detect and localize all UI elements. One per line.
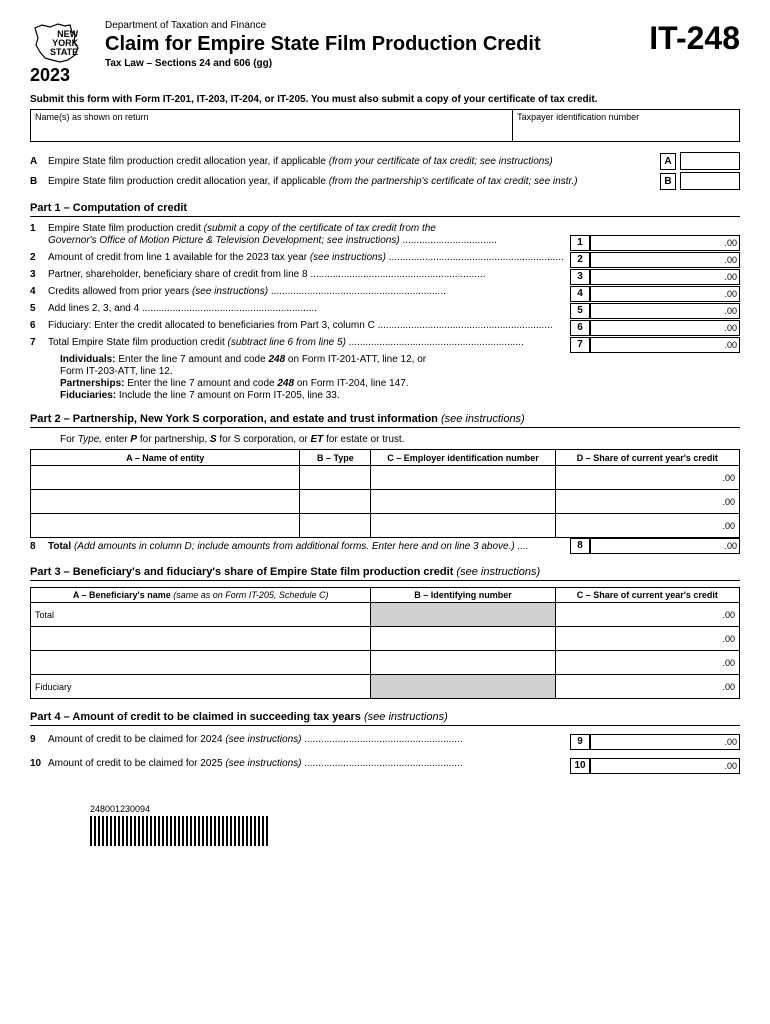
p2-r3-c[interactable] [371, 514, 555, 538]
line5-amount[interactable]: .00 [590, 303, 740, 319]
allocation-row-b: B Empire State film production credit al… [30, 172, 740, 190]
part1-title: Part 1 – Computation of credit [30, 202, 740, 217]
alloc-b-box-label: B [660, 173, 676, 190]
line9-amount[interactable]: .00 [590, 734, 740, 750]
alloc-a-box-label: A [660, 153, 676, 170]
line-1: 1Empire State film production credit (su… [30, 223, 740, 234]
barcode-icon [90, 816, 270, 846]
part4-title: Part 4 – Amount of credit to be claimed … [30, 711, 740, 726]
line6-amount[interactable]: .00 [590, 320, 740, 336]
alloc-a-label: A [30, 156, 44, 167]
p3-fiduciary-label: Fiduciary [31, 675, 371, 699]
line-2: 2Amount of credit from line 1 available … [30, 252, 740, 268]
p3-total-id [371, 603, 555, 627]
alloc-b-text: Empire State film production credit allo… [48, 176, 656, 187]
allocation-row-a: A Empire State film production credit al… [30, 152, 740, 170]
p3-header-c: C – Share of current year's credit [555, 588, 739, 603]
p2-r1-c[interactable] [371, 466, 555, 490]
tax-law: Tax Law – Sections 24 and 606 (gg) [105, 58, 634, 69]
barcode-number: 248001230094 [90, 804, 740, 814]
p3-r2-a[interactable] [31, 651, 371, 675]
names-field[interactable]: Name(s) as shown on return [31, 110, 513, 142]
line3-amount[interactable]: .00 [590, 269, 740, 285]
p3-total-share[interactable]: .00 [555, 603, 739, 627]
part2-table: A – Name of entity B – Type C – Employer… [30, 449, 740, 538]
p3-header-b: B – Identifying number [371, 588, 555, 603]
p2-r2-d[interactable]: .00 [555, 490, 739, 514]
part3-table: A – Beneficiary's name (same as on Form … [30, 587, 740, 699]
p3-total-label: Total [31, 603, 371, 627]
part1-instr-partnerships: Partnerships: Enter the line 7 amount an… [30, 378, 740, 389]
submit-instruction: Submit this form with Form IT-201, IT-20… [30, 94, 740, 105]
line8-amount[interactable]: .00 [590, 538, 740, 554]
alloc-a-input[interactable] [680, 152, 740, 170]
form-title: Claim for Empire State Film Production C… [105, 33, 634, 56]
p3-fiduciary-share[interactable]: .00 [555, 675, 739, 699]
p3-fiduciary-id [371, 675, 555, 699]
line-9: 9 Amount of credit to be claimed for 202… [30, 734, 740, 750]
part1-instr-individuals: Individuals: Enter the line 7 amount and… [30, 354, 740, 365]
alloc-a-text: Empire State film production credit allo… [48, 156, 656, 167]
p3-header-a: A – Beneficiary's name (same as on Form … [31, 588, 371, 603]
line2-amount[interactable]: .00 [590, 252, 740, 268]
p2-r3-b[interactable] [300, 514, 371, 538]
p2-r1-b[interactable] [300, 466, 371, 490]
part2-title: Part 2 – Partnership, New York S corpora… [30, 413, 740, 428]
line4-amount[interactable]: .00 [590, 286, 740, 302]
p2-r2-b[interactable] [300, 490, 371, 514]
p2-r1-a[interactable] [31, 466, 300, 490]
p3-r1-c[interactable]: .00 [555, 627, 739, 651]
p2-r2-a[interactable] [31, 490, 300, 514]
p3-r2-c[interactable]: .00 [555, 651, 739, 675]
part1-instr-fiduciaries: Fiduciaries: Include the line 7 amount o… [30, 390, 740, 401]
part1-instr-individuals2: Form IT-203-ATT, line 12. [30, 366, 740, 377]
state-logo: NEW YORK STATE 2023 [30, 20, 90, 86]
line10-amount[interactable]: .00 [590, 758, 740, 774]
p2-header-a: A – Name of entity [31, 450, 300, 466]
line-3: 3Partner, shareholder, beneficiary share… [30, 269, 740, 285]
name-tin-table: Name(s) as shown on return Taxpayer iden… [30, 109, 740, 142]
line7-amount[interactable]: .00 [590, 337, 740, 353]
state-text-3: STATE [50, 48, 78, 57]
part2-total-row: 8 Total (Add amounts in column D; includ… [30, 538, 740, 554]
p2-header-c: C – Employer identification number [371, 450, 555, 466]
alloc-b-input[interactable] [680, 172, 740, 190]
line1-amount[interactable]: .00 [590, 235, 740, 251]
form-number: IT-248 [649, 20, 740, 57]
line-10: 10 Amount of credit to be claimed for 20… [30, 758, 740, 774]
p3-r1-a[interactable] [31, 627, 371, 651]
title-block: Department of Taxation and Finance Claim… [105, 20, 634, 69]
line-7: 7Total Empire State film production cred… [30, 337, 740, 353]
part2-subtitle: For Type, enter P for partnership, S for… [30, 434, 740, 445]
p2-r1-d[interactable]: .00 [555, 466, 739, 490]
line-1-cont: Governor's Office of Motion Picture & Te… [30, 235, 740, 251]
form-year: 2023 [30, 65, 70, 86]
line-6: 6Fiduciary: Enter the credit allocated t… [30, 320, 740, 336]
part3-title: Part 3 – Beneficiary's and fiduciary's s… [30, 566, 740, 581]
p2-header-d: D – Share of current year's credit [555, 450, 739, 466]
barcode-area: 248001230094 [90, 804, 740, 846]
tin-field[interactable]: Taxpayer identification number [513, 110, 740, 142]
p3-r1-b[interactable] [371, 627, 555, 651]
form-header: NEW YORK STATE 2023 Department of Taxati… [30, 20, 740, 86]
line-4: 4Credits allowed from prior years (see i… [30, 286, 740, 302]
p2-r3-a[interactable] [31, 514, 300, 538]
alloc-b-label: B [30, 176, 44, 187]
p3-r2-b[interactable] [371, 651, 555, 675]
p2-r3-d[interactable]: .00 [555, 514, 739, 538]
line-5: 5Add lines 2, 3, and 4 .................… [30, 303, 740, 319]
p2-r2-c[interactable] [371, 490, 555, 514]
department: Department of Taxation and Finance [105, 20, 634, 31]
p2-header-b: B – Type [300, 450, 371, 466]
